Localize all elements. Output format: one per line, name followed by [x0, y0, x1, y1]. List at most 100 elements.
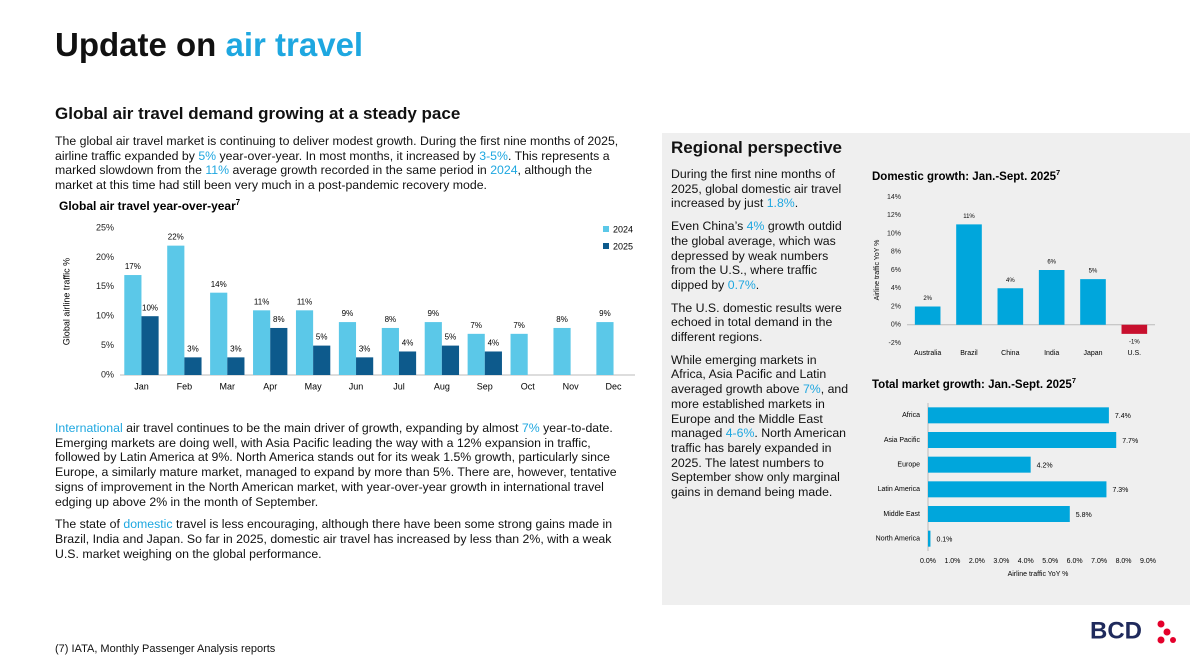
- value-label: 5%: [445, 333, 457, 342]
- highlight-text: domestic: [123, 517, 173, 532]
- x-tick-label: India: [1044, 350, 1059, 357]
- chart-title: Domestic growth: Jan.-Sept. 20257: [872, 168, 1060, 183]
- regional-panel: [662, 133, 1190, 605]
- bar: [313, 345, 331, 375]
- y-tick-label: Middle East: [883, 511, 920, 518]
- x-axis-label: Airline traffic YoY %: [1008, 571, 1069, 578]
- value-label: 9%: [599, 309, 611, 318]
- bar: [270, 327, 288, 375]
- y-axis-label: Airline traffic YoY %: [874, 240, 881, 301]
- logo-dot: [1170, 637, 1176, 643]
- value-label: 9%: [428, 309, 440, 318]
- value-label: 17%: [125, 262, 141, 271]
- x-tick-label: Aug: [434, 381, 450, 391]
- value-label: 2%: [923, 296, 932, 302]
- highlight-text: 4%: [746, 219, 765, 234]
- value-label: 8%: [385, 315, 397, 324]
- value-label: 14%: [211, 280, 227, 289]
- intro-text: The global air travel market is continui…: [55, 134, 625, 201]
- x-tick-label: 9.0%: [1140, 558, 1156, 565]
- y-tick-label: 10%: [96, 311, 114, 321]
- text: During the first nine months of 2025, gl…: [671, 167, 842, 211]
- value-label: 10%: [142, 303, 158, 312]
- x-tick-label: Sep: [477, 381, 493, 391]
- y-tick-label: Asia Pacific: [884, 437, 921, 444]
- y-tick-label: 6%: [891, 267, 901, 274]
- title-note: 7: [1056, 168, 1060, 177]
- title-text: Total market growth: Jan.-Sept. 2025: [872, 379, 1072, 391]
- title-text: Global air travel year-over-year: [59, 199, 236, 213]
- value-label: 5%: [1089, 269, 1098, 275]
- bar: [253, 310, 271, 375]
- bar: [1121, 324, 1148, 334]
- value-label: 5%: [316, 333, 328, 342]
- logo-text: BCD: [1090, 617, 1142, 644]
- bar: [484, 351, 502, 375]
- x-tick-label: 5.0%: [1042, 558, 1058, 565]
- x-tick-label: Jan: [134, 381, 149, 391]
- bar: [441, 345, 460, 375]
- x-tick-label: Brazil: [960, 350, 978, 357]
- value-label: 7%: [470, 321, 482, 330]
- y-tick-label: 4%: [891, 285, 901, 292]
- y-tick-label: 10%: [887, 230, 901, 237]
- value-label: 4.2%: [1037, 463, 1053, 470]
- bar: [1038, 270, 1065, 325]
- paragraph: The global air travel market is continui…: [55, 134, 625, 193]
- logo-dot: [1163, 628, 1171, 636]
- bar: [914, 306, 941, 325]
- highlight-text: 7%: [521, 421, 540, 435]
- value-label: 3%: [359, 344, 371, 353]
- value-label: 8%: [556, 315, 568, 324]
- chart-domestic: Domestic growth: Jan.-Sept. 20257 -2% 0% 2%…: [872, 168, 1155, 357]
- value-label: 4%: [402, 339, 414, 348]
- logo-dot: [1157, 636, 1165, 644]
- x-tick-label: Feb: [177, 381, 193, 391]
- text: air travel continues to be the main driv…: [122, 421, 522, 435]
- x-tick-label: Mar: [220, 381, 236, 391]
- x-tick-label: 4.0%: [1018, 558, 1034, 565]
- bar: [356, 357, 374, 375]
- value-label: -1%: [1129, 339, 1140, 345]
- paragraph: During the first nine months of 2025, gl…: [671, 167, 853, 211]
- y-tick-label: 25%: [96, 222, 114, 232]
- text: , although the market at this time had s…: [55, 163, 593, 193]
- regional-text: During the first nine months of 2025, gl…: [671, 167, 853, 508]
- bar: [167, 245, 185, 375]
- bar: [124, 275, 142, 375]
- text: . North American traffic has barely expa…: [671, 426, 846, 500]
- highlight-text: 4-6%: [725, 426, 755, 441]
- bar: [227, 357, 245, 375]
- chart-yoy: Global air travel year-over-year7 0% 5% 10%…: [59, 198, 635, 391]
- bar: [398, 351, 417, 375]
- x-tick-label: Jun: [349, 381, 364, 391]
- text: The state of: [55, 517, 124, 532]
- value-label: 3%: [187, 344, 199, 353]
- highlight-text: 5%: [198, 148, 217, 163]
- value-label: 22%: [168, 233, 184, 242]
- regional-heading: Regional perspective: [671, 138, 843, 157]
- bar: [381, 327, 399, 375]
- paragraph: International air travel continues to be…: [55, 421, 635, 509]
- text: .: [755, 277, 760, 292]
- x-tick-label: 3.0%: [993, 558, 1009, 565]
- bar: [928, 481, 1107, 498]
- bar: [928, 407, 1109, 424]
- x-tick-label: Japan: [1083, 350, 1102, 357]
- page-title: Update on air travel: [55, 26, 363, 64]
- highlight-text: 1.8%: [766, 196, 795, 211]
- text: growth outdid the global average, which …: [671, 219, 842, 292]
- value-label: 11%: [963, 214, 975, 220]
- y-tick-label: 5%: [101, 340, 114, 350]
- x-tick-label: U.S.: [1128, 350, 1142, 357]
- text: . This represents a marked slowdown from…: [55, 148, 610, 178]
- text: The U.S. domestic results were echoed in…: [671, 300, 842, 345]
- title-text: Domestic growth: Jan.-Sept. 2025: [872, 171, 1057, 183]
- y-tick-label: 15%: [96, 281, 114, 291]
- highlight-text: 2024: [490, 163, 518, 178]
- highlight-text: 0.7%: [727, 277, 756, 292]
- y-tick-label: Africa: [902, 412, 920, 419]
- legend-swatch: [603, 226, 609, 232]
- value-label: 7.3%: [1112, 487, 1128, 494]
